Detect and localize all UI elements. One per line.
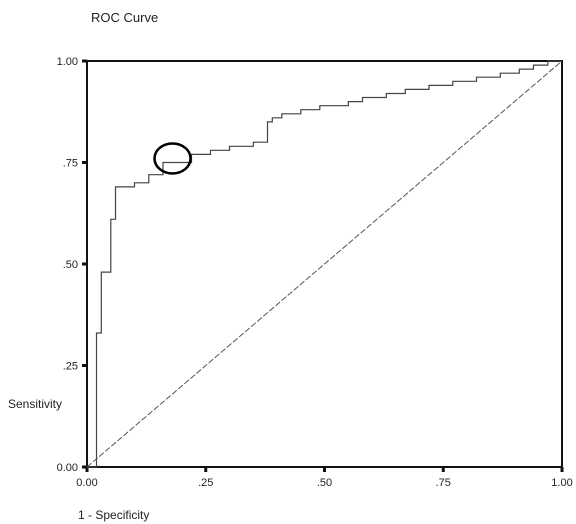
y-tick-label: .25: [63, 361, 78, 373]
x-tick-label: .25: [198, 477, 213, 489]
y-tick-label: 0.00: [57, 462, 78, 474]
chart-title: ROC Curve: [91, 10, 159, 25]
highlight-ellipse: [153, 142, 192, 175]
plot-area: 0.00 .25 .50 .75 1.00 0.00 .25 .50 .75 1.00: [57, 56, 573, 489]
x-tick-label: .50: [317, 477, 332, 489]
reference-line: [86, 60, 563, 468]
y-tick-label: .50: [63, 259, 78, 271]
x-tick-label: .75: [436, 477, 451, 489]
y-tick-label: .75: [63, 158, 78, 170]
x-tick-label: 1.00: [551, 477, 572, 489]
x-tick-label: 0.00: [76, 477, 97, 489]
x-axis-label: 1 - Specificity: [78, 508, 150, 522]
roc-curve: [87, 60, 562, 468]
y-tick-label: 1.00: [57, 56, 78, 68]
y-axis-label: Sensitivity: [8, 397, 63, 411]
